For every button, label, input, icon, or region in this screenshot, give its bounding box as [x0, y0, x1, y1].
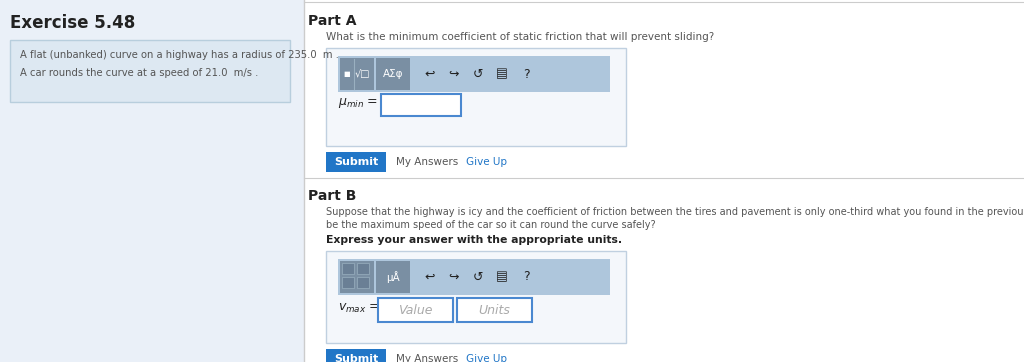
Text: ▤: ▤ [496, 270, 508, 283]
Text: ?: ? [522, 67, 529, 80]
Bar [10, 40, 290, 102]
Bar [376, 261, 410, 293]
Text: Value: Value [398, 303, 433, 316]
Text: What is the minimum coefficient of static friction that will prevent sliding?: What is the minimum coefficient of stati… [326, 32, 715, 42]
Text: Express your answer with the appropriate units.: Express your answer with the appropriate… [326, 235, 623, 245]
Text: My Answers: My Answers [396, 157, 459, 167]
Bar [357, 277, 369, 288]
Text: My Answers: My Answers [396, 354, 459, 362]
Text: ↩: ↩ [425, 270, 435, 283]
Text: ▤: ▤ [496, 67, 508, 80]
Bar [326, 251, 626, 343]
Bar [340, 58, 374, 90]
Bar [338, 259, 610, 295]
Bar [0, 0, 300, 362]
Text: Submit: Submit [334, 157, 378, 167]
Text: Part A: Part A [308, 14, 356, 28]
Text: ■: ■ [344, 71, 350, 77]
Text: A flat (unbanked) curve on a highway has a radius of 235.0  m .: A flat (unbanked) curve on a highway has… [20, 50, 339, 60]
Text: ↩: ↩ [425, 67, 435, 80]
Bar [342, 277, 354, 288]
Bar [326, 152, 386, 172]
Bar [338, 56, 610, 92]
Text: Suppose that the highway is icy and the coefficient of friction between the tire: Suppose that the highway is icy and the … [326, 207, 1024, 217]
Text: Give Up: Give Up [466, 157, 507, 167]
Text: ↪: ↪ [449, 67, 459, 80]
Bar [357, 263, 369, 274]
Text: Give Up: Give Up [466, 354, 507, 362]
Text: Units: Units [478, 303, 510, 316]
Text: A car rounds the curve at a speed of 21.0  m/s .: A car rounds the curve at a speed of 21.… [20, 68, 258, 78]
Bar [376, 58, 410, 90]
Text: ↺: ↺ [473, 270, 483, 283]
Text: ↪: ↪ [449, 270, 459, 283]
Text: √□: √□ [354, 69, 370, 79]
Text: Submit: Submit [334, 354, 378, 362]
Bar [342, 263, 354, 274]
Text: AΣφ: AΣφ [383, 69, 403, 79]
Bar [457, 298, 532, 322]
Text: ↺: ↺ [473, 67, 483, 80]
Text: μÅ: μÅ [386, 271, 399, 283]
Text: be the maximum speed of the car so it can round the curve safely?: be the maximum speed of the car so it ca… [326, 220, 655, 230]
Bar [381, 94, 461, 116]
Bar [340, 261, 374, 293]
Text: $\mu_{min}$ =: $\mu_{min}$ = [338, 96, 378, 110]
Bar [326, 349, 386, 362]
Text: Exercise 5.48: Exercise 5.48 [10, 14, 135, 32]
Text: $v_{max}$ =: $v_{max}$ = [338, 302, 380, 315]
Text: Part B: Part B [308, 189, 356, 203]
Bar [378, 298, 453, 322]
Bar [304, 0, 1024, 362]
Text: ?: ? [522, 270, 529, 283]
Bar [326, 48, 626, 146]
